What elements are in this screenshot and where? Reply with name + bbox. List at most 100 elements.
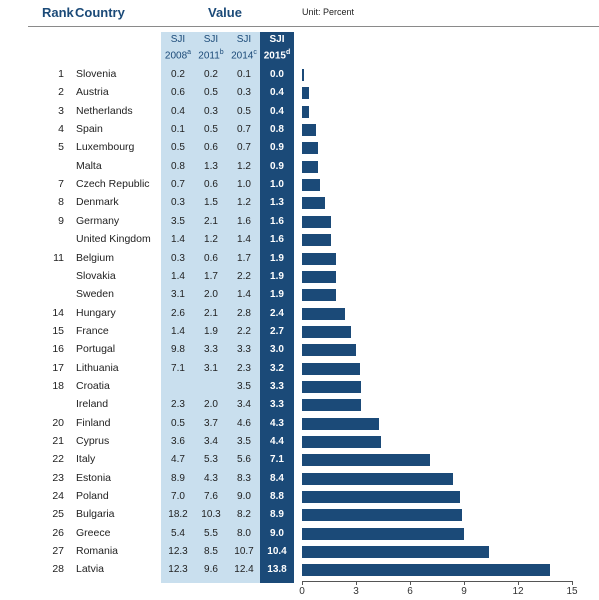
rank-cell: 11	[53, 251, 64, 264]
bar-greece	[302, 527, 464, 540]
value-cell-2015: 0.4	[270, 105, 284, 117]
country-cell: Germany	[76, 214, 120, 227]
value-cell-2008: 4.7	[171, 454, 185, 466]
country-cell: Latvia	[76, 563, 105, 576]
bar-estonia	[302, 472, 454, 485]
value-cell-2014: 1.6	[237, 215, 251, 227]
value-cell-2011: 8.5	[204, 546, 218, 558]
country-cell: Spain	[76, 123, 103, 136]
value-cell-2008: 0.6	[171, 87, 185, 99]
value-cell-2011: 1.3	[204, 160, 218, 172]
value-cell-2011: 1.2	[204, 234, 218, 246]
value-cell-2015: 3.3	[270, 380, 284, 392]
bar-bulgaria	[302, 509, 463, 522]
rank-cell: 24	[52, 490, 64, 503]
value-cell-2008: 12.3	[168, 546, 188, 558]
value-cell-2015: 1.0	[270, 179, 284, 191]
country-cell: Poland	[76, 490, 109, 503]
x-tick-label: 0	[299, 586, 305, 597]
rank-cell: 17	[52, 361, 64, 374]
value-cell-2011: 1.9	[204, 325, 218, 337]
value-cell-2014: 0.5	[237, 105, 251, 117]
value-cell-2015: 0.8	[270, 124, 284, 136]
bar-lithuania	[302, 362, 360, 375]
rank-cell: 28	[52, 563, 64, 576]
column-2014-background	[227, 32, 261, 583]
bar-ireland	[302, 399, 362, 412]
column-header-year: 2011	[198, 50, 220, 62]
country-cell: Ireland	[76, 398, 109, 411]
rank-header: Rank	[42, 5, 74, 20]
value-cell-2011: 5.5	[204, 527, 218, 539]
value-cell-2011: 7.6	[204, 491, 218, 503]
rank-cell: 21	[52, 435, 64, 447]
value-cell-2011: 3.4	[204, 436, 218, 447]
value-cell-2014: 1.2	[237, 197, 251, 209]
value-cell-2008: 0.5	[171, 142, 185, 154]
x-tick-label: 15	[566, 586, 578, 597]
value-cell-2015: 0.0	[270, 69, 284, 80]
rank-cell: 20	[52, 416, 64, 429]
value-cell-2015: 4.3	[270, 417, 284, 429]
bar-czech-republic	[302, 179, 320, 192]
country-cell: Hungary	[76, 306, 116, 319]
rank-cell: 16	[52, 343, 64, 356]
value-cell-2011: 3.1	[204, 362, 218, 374]
country-cell: Lithuania	[76, 361, 119, 374]
x-tick-label: 6	[407, 586, 413, 597]
value-cell-2015: 13.8	[267, 564, 287, 576]
header-rule	[28, 26, 599, 27]
value-cell-2008: 8.9	[171, 472, 185, 484]
value-cell-2008: 12.3	[168, 564, 188, 576]
value-cell-2015: 8.8	[270, 491, 284, 503]
country-cell: Slovakia	[76, 269, 116, 282]
column-header-1: SJI 2011b	[194, 33, 228, 62]
country-cell: Netherlands	[76, 104, 133, 117]
rank-cell: 1	[58, 68, 64, 80]
value-cell-2008: 3.6	[171, 436, 185, 447]
value-cell-2011: 10.3	[201, 509, 221, 521]
value-header: Value	[208, 5, 242, 20]
value-cell-2011: 0.2	[204, 69, 218, 80]
value-cell-2011: 5.3	[204, 454, 218, 466]
column-2008-background	[161, 32, 195, 583]
value-cell-2008: 9.8	[171, 344, 185, 356]
value-cell-2014: 2.2	[237, 270, 251, 282]
value-cell-2014: 2.2	[237, 325, 251, 337]
value-cell-2011: 0.6	[204, 252, 218, 264]
value-cell-2015: 3.0	[270, 344, 284, 356]
bar-sweden	[302, 289, 337, 302]
value-cell-2015: 1.9	[270, 270, 284, 282]
value-cell-2008: 0.3	[171, 252, 185, 264]
value-cell-2008: 3.5	[171, 215, 185, 227]
value-cell-2014: 3.5	[237, 436, 251, 447]
bar-slovenia	[302, 69, 304, 81]
country-cell: Portugal	[76, 343, 116, 356]
bar-slovakia	[302, 270, 337, 283]
value-cell-2011: 2.0	[204, 399, 218, 411]
value-cell-2014: 5.6	[237, 454, 251, 466]
value-cell-2014: 3.5	[237, 380, 251, 392]
column-header-year: 2014	[231, 50, 254, 62]
rank-cell: 22	[52, 453, 64, 466]
rank-cell: 18	[52, 379, 64, 392]
column-header-line2: 2015d	[260, 46, 294, 62]
value-cell-2015: 2.4	[270, 307, 284, 319]
bar-spain	[302, 124, 317, 137]
value-cell-2011: 1.7	[204, 270, 218, 282]
rank-cell: 4	[58, 123, 64, 136]
value-cell-2014: 12.4	[234, 564, 254, 576]
rank-cell: 14	[52, 306, 64, 319]
column-header-2: SJI 2014c	[227, 33, 261, 62]
value-cell-2014: 3.3	[237, 344, 251, 356]
x-tick	[464, 581, 465, 585]
value-cell-2011: 0.5	[204, 124, 218, 136]
x-tick-label: 12	[512, 586, 524, 597]
value-cell-2014: 1.7	[237, 252, 251, 264]
column-header-line1: SJI	[170, 34, 186, 45]
value-cell-2008: 1.4	[171, 270, 185, 282]
value-cell-2015: 0.9	[270, 160, 284, 172]
value-cell-2015: 4.4	[270, 436, 284, 447]
bar-netherlands	[302, 105, 310, 118]
